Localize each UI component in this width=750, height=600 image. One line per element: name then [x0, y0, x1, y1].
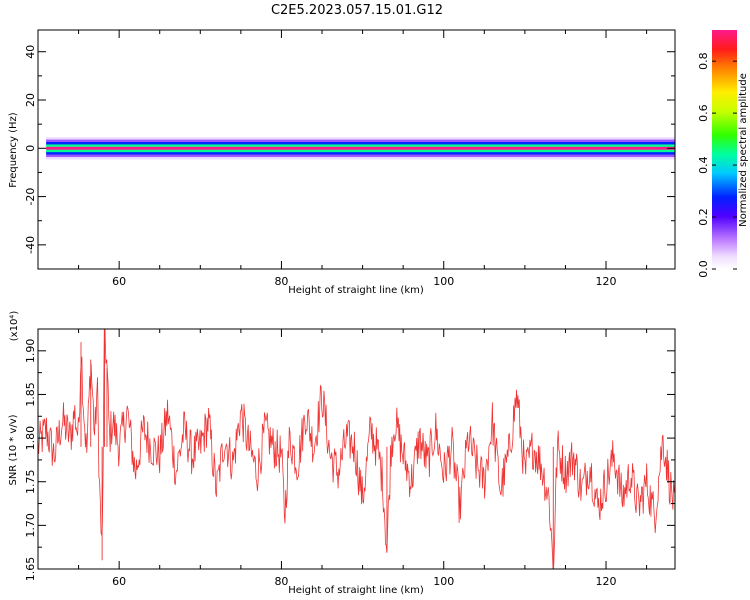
spectrogram-panel: 60 80 100 120 -40 -20 0 20 40 Height of straigh…	[8, 29, 676, 296]
x-tick-label: 80	[274, 575, 288, 588]
snr-x-axis: 60 80 100 120	[78, 329, 648, 588]
colorbar: 0.0 0.2 0.4 0.6 0.8 Normalized spectral ampl…	[697, 30, 749, 278]
snr-frame	[37, 328, 676, 570]
spectrogram-y-label: Frequency (Hz)	[8, 112, 19, 188]
snr-series-line	[38, 329, 675, 569]
heatmap-cell	[46, 151, 675, 155]
y-tick-label: 1.75	[24, 469, 37, 494]
snr-x-label: Height of straight line (km)	[288, 585, 424, 596]
colorbar-tick-label: 0.2	[697, 208, 710, 226]
colorbar-label: Normalized spectral amplitude	[738, 73, 749, 227]
heatmap-cell	[46, 142, 675, 145]
snr-y-axis: 1.65 1.70 1.75 1.80 1.85 1.90	[24, 339, 675, 582]
heatmap-band	[46, 137, 675, 160]
heatmap-cell	[46, 146, 675, 150]
x-tick-label: 100	[433, 275, 454, 288]
x-tick-label: 80	[274, 275, 288, 288]
spectrogram-x-axis: 60 80 100 120	[78, 30, 648, 288]
colorbar-tick-label: 0.6	[697, 104, 710, 122]
y-tick-label: 40	[24, 45, 37, 59]
y-tick-label: 1.85	[24, 382, 37, 407]
x-tick-label: 120	[596, 275, 617, 288]
spectrogram-y-axis: -40 -20 0 20 40	[24, 45, 675, 270]
x-tick-label: 60	[112, 575, 126, 588]
heatmap-cell	[46, 156, 675, 160]
x-tick-label: 100	[433, 575, 454, 588]
colorbar-tick-label: 0.0	[697, 260, 710, 278]
heatmap-cell	[46, 144, 675, 148]
y-tick-label: 1.90	[24, 339, 37, 364]
heatmap-cell	[46, 154, 675, 157]
x-tick-label: 60	[112, 275, 126, 288]
colorbar-ticks: 0.0 0.2 0.4 0.6 0.8	[697, 52, 737, 278]
heatmap-cell	[46, 139, 675, 143]
snr-y-multiplier: (x10⁴)	[9, 311, 20, 342]
spectrogram-frame	[37, 29, 676, 270]
x-tick-label: 120	[596, 575, 617, 588]
y-tick-label: 1.65	[24, 557, 37, 582]
y-tick-label: 1.80	[24, 426, 37, 451]
heatmap-cell	[46, 149, 675, 153]
snr-panel: 60 80 100 120 1.65 1.70 1.75 1.80 1.85 1.90 Heig…	[8, 311, 676, 596]
y-tick-label: 1.70	[24, 513, 37, 538]
heatmap-cell	[46, 137, 675, 141]
y-tick-label: -20	[24, 188, 37, 206]
colorbar-gradient	[712, 30, 737, 269]
colorbar-tick-label: 0.4	[697, 156, 710, 174]
colorbar-tick-label: 0.8	[697, 52, 710, 70]
y-tick-label: 20	[24, 93, 37, 107]
spectrogram-x-label: Height of straight line (km)	[288, 285, 424, 296]
snr-series-layer	[38, 329, 675, 569]
y-tick-label: -40	[24, 236, 37, 254]
snr-y-label: SNR (10 * v/v)	[8, 414, 19, 485]
figure-title: C2E5.2023.057.15.01.G12	[271, 3, 443, 18]
y-tick-label: 0	[24, 145, 37, 152]
